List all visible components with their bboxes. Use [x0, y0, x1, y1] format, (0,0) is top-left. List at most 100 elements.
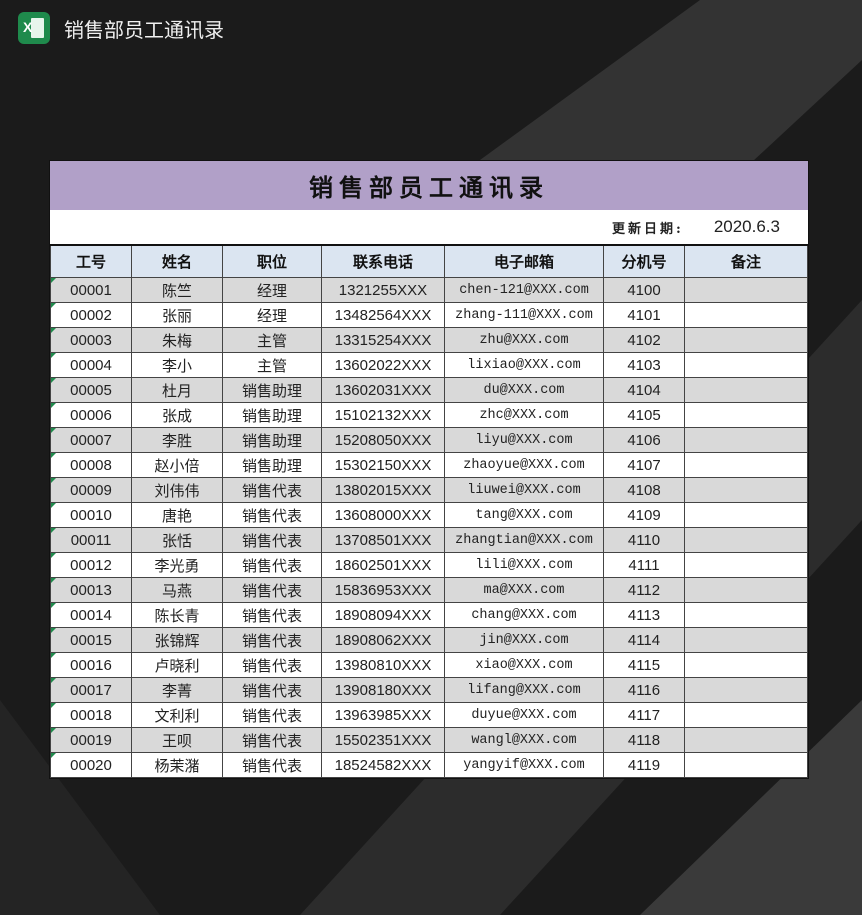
cell-position[interactable]: 销售代表	[222, 552, 322, 578]
cell-id[interactable]: 00009	[50, 477, 132, 503]
cell-name[interactable]: 卢晓利	[131, 652, 223, 678]
cell-phone[interactable]: 15836953XXX	[321, 577, 445, 603]
cell-position[interactable]: 销售代表	[222, 477, 322, 503]
cell-extension[interactable]: 4103	[603, 352, 685, 378]
header-name[interactable]: 姓名	[131, 244, 223, 278]
cell-notes[interactable]	[684, 477, 808, 503]
cell-phone[interactable]: 15502351XXX	[321, 727, 445, 753]
cell-extension[interactable]: 4118	[603, 727, 685, 753]
cell-notes[interactable]	[684, 277, 808, 303]
cell-phone[interactable]: 15102132XXX	[321, 402, 445, 428]
cell-position[interactable]: 销售代表	[222, 652, 322, 678]
cell-phone[interactable]: 13602022XXX	[321, 352, 445, 378]
cell-name[interactable]: 陈长青	[131, 602, 223, 628]
cell-phone[interactable]: 13802015XXX	[321, 477, 445, 503]
cell-phone[interactable]: 13908180XXX	[321, 677, 445, 703]
header-phone[interactable]: 联系电话	[321, 244, 445, 278]
cell-extension[interactable]: 4112	[603, 577, 685, 603]
cell-notes[interactable]	[684, 427, 808, 453]
cell-email[interactable]: zhu@XXX.com	[444, 327, 604, 353]
cell-id[interactable]: 00016	[50, 652, 132, 678]
cell-phone[interactable]: 13980810XXX	[321, 652, 445, 678]
cell-email[interactable]: jin@XXX.com	[444, 627, 604, 653]
cell-email[interactable]: lixiao@XXX.com	[444, 352, 604, 378]
cell-id[interactable]: 00010	[50, 502, 132, 528]
cell-position[interactable]: 销售助理	[222, 427, 322, 453]
cell-extension[interactable]: 4109	[603, 502, 685, 528]
cell-id[interactable]: 00006	[50, 402, 132, 428]
cell-extension[interactable]: 4106	[603, 427, 685, 453]
cell-position[interactable]: 销售代表	[222, 527, 322, 553]
cell-name[interactable]: 赵小倍	[131, 452, 223, 478]
cell-id[interactable]: 00008	[50, 452, 132, 478]
cell-extension[interactable]: 4113	[603, 602, 685, 628]
cell-id[interactable]: 00002	[50, 302, 132, 328]
cell-id[interactable]: 00005	[50, 377, 132, 403]
cell-phone[interactable]: 13602031XXX	[321, 377, 445, 403]
cell-email[interactable]: zhaoyue@XXX.com	[444, 452, 604, 478]
cell-notes[interactable]	[684, 377, 808, 403]
header-extension[interactable]: 分机号	[603, 244, 685, 278]
cell-email[interactable]: yangyif@XXX.com	[444, 752, 604, 778]
cell-notes[interactable]	[684, 627, 808, 653]
cell-notes[interactable]	[684, 727, 808, 753]
cell-email[interactable]: ma@XXX.com	[444, 577, 604, 603]
cell-email[interactable]: lili@XXX.com	[444, 552, 604, 578]
cell-notes[interactable]	[684, 677, 808, 703]
cell-email[interactable]: wangl@XXX.com	[444, 727, 604, 753]
cell-id[interactable]: 00014	[50, 602, 132, 628]
cell-position[interactable]: 销售助理	[222, 452, 322, 478]
cell-phone[interactable]: 15208050XXX	[321, 427, 445, 453]
header-id[interactable]: 工号	[50, 244, 132, 278]
cell-position[interactable]: 销售代表	[222, 577, 322, 603]
cell-phone[interactable]: 18908062XXX	[321, 627, 445, 653]
cell-notes[interactable]	[684, 652, 808, 678]
date-value[interactable]: 2020.6.3	[713, 217, 780, 236]
cell-name[interactable]: 张丽	[131, 302, 223, 328]
cell-name[interactable]: 文利利	[131, 702, 223, 728]
cell-name[interactable]: 唐艳	[131, 502, 223, 528]
cell-extension[interactable]: 4116	[603, 677, 685, 703]
cell-phone[interactable]: 18602501XXX	[321, 552, 445, 578]
cell-phone[interactable]: 13315254XXX	[321, 327, 445, 353]
cell-id[interactable]: 00011	[50, 527, 132, 553]
cell-extension[interactable]: 4110	[603, 527, 685, 553]
cell-name[interactable]: 张恬	[131, 527, 223, 553]
cell-position[interactable]: 销售代表	[222, 677, 322, 703]
cell-position[interactable]: 销售代表	[222, 727, 322, 753]
header-email[interactable]: 电子邮箱	[444, 244, 604, 278]
cell-extension[interactable]: 4105	[603, 402, 685, 428]
cell-extension[interactable]: 4104	[603, 377, 685, 403]
cell-name[interactable]: 杨茉潴	[131, 752, 223, 778]
cell-position[interactable]: 销售助理	[222, 402, 322, 428]
cell-position[interactable]: 销售代表	[222, 502, 322, 528]
cell-email[interactable]: zhangtian@XXX.com	[444, 527, 604, 553]
cell-id[interactable]: 00019	[50, 727, 132, 753]
cell-position[interactable]: 经理	[222, 277, 322, 303]
cell-notes[interactable]	[684, 352, 808, 378]
cell-position[interactable]: 主管	[222, 352, 322, 378]
cell-name[interactable]: 李小	[131, 352, 223, 378]
cell-extension[interactable]: 4115	[603, 652, 685, 678]
cell-position[interactable]: 销售代表	[222, 627, 322, 653]
cell-notes[interactable]	[684, 327, 808, 353]
cell-notes[interactable]	[684, 752, 808, 778]
cell-id[interactable]: 00020	[50, 752, 132, 778]
cell-email[interactable]: chen-121@XXX.com	[444, 277, 604, 303]
cell-notes[interactable]	[684, 552, 808, 578]
cell-name[interactable]: 李菁	[131, 677, 223, 703]
cell-name[interactable]: 朱梅	[131, 327, 223, 353]
cell-name[interactable]: 杜月	[131, 377, 223, 403]
cell-notes[interactable]	[684, 702, 808, 728]
cell-extension[interactable]: 4100	[603, 277, 685, 303]
header-position[interactable]: 职位	[222, 244, 322, 278]
cell-position[interactable]: 销售代表	[222, 752, 322, 778]
cell-extension[interactable]: 4107	[603, 452, 685, 478]
cell-position[interactable]: 销售助理	[222, 377, 322, 403]
cell-phone[interactable]: 15302150XXX	[321, 452, 445, 478]
cell-phone[interactable]: 13708501XXX	[321, 527, 445, 553]
header-notes[interactable]: 备注	[684, 244, 808, 278]
cell-email[interactable]: lifang@XXX.com	[444, 677, 604, 703]
cell-phone[interactable]: 13963985XXX	[321, 702, 445, 728]
cell-email[interactable]: tang@XXX.com	[444, 502, 604, 528]
